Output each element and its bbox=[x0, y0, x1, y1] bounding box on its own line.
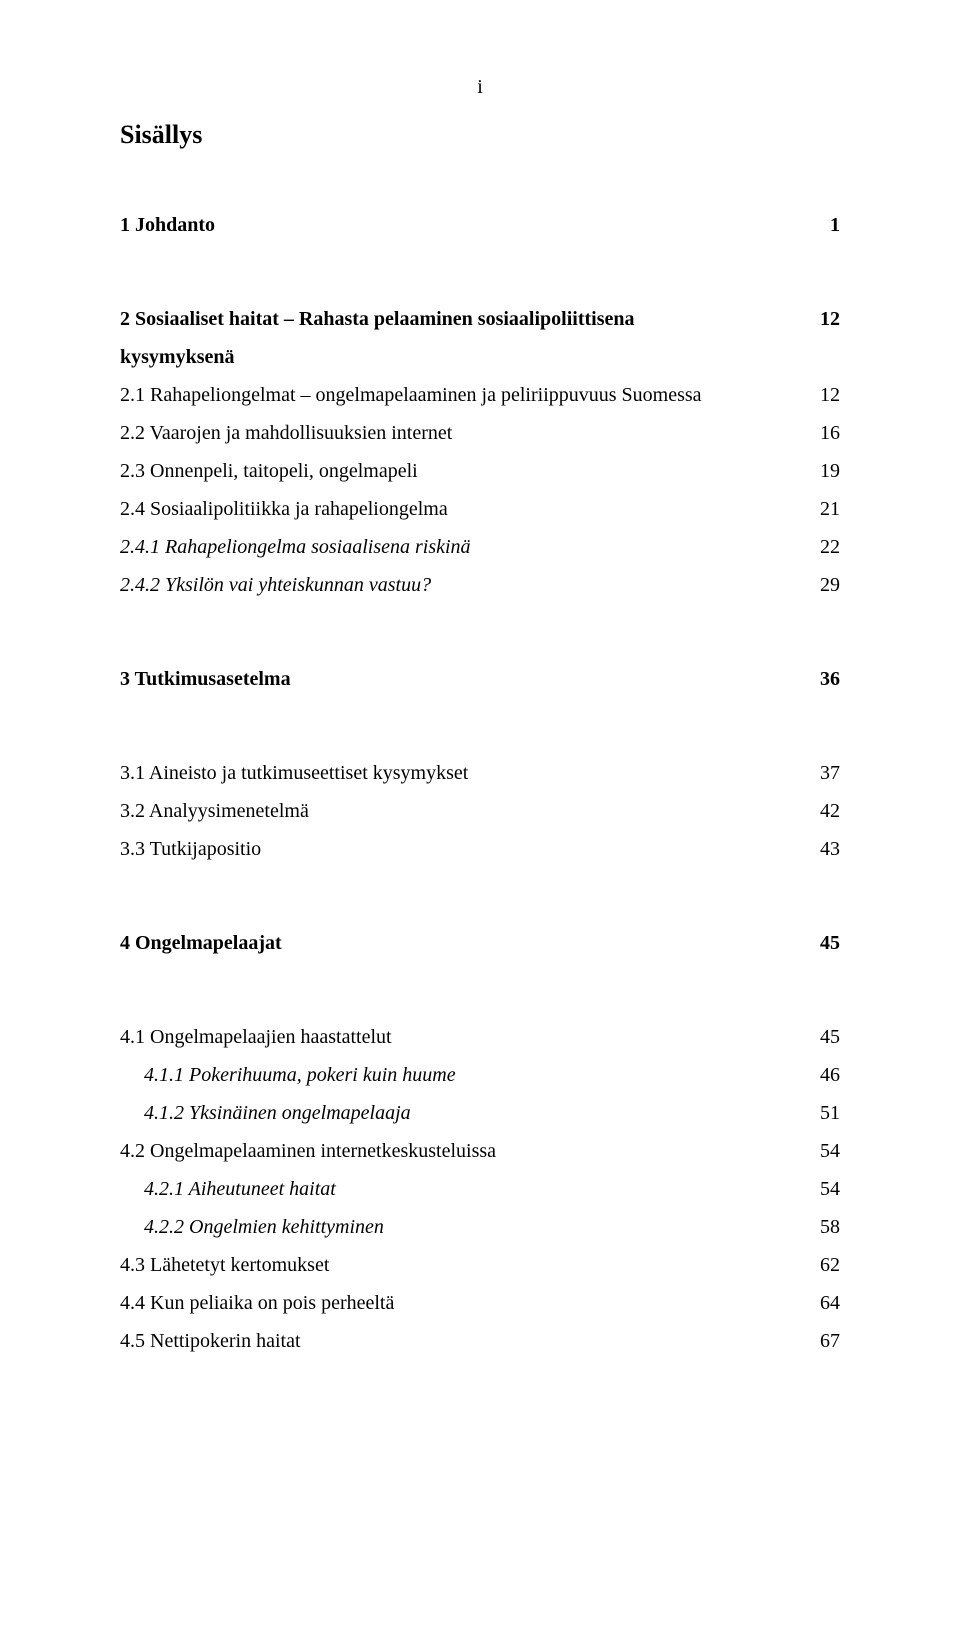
toc-entry-label: 2.4.1 Rahapeliongelma sosiaalisena riski… bbox=[120, 528, 800, 566]
toc-entry: 3 Tutkimusasetelma36 bbox=[120, 660, 840, 698]
toc-entry-page: 19 bbox=[800, 452, 840, 490]
toc-entry-page: 12 bbox=[800, 300, 840, 338]
toc-entry: 2 Sosiaaliset haitat – Rahasta pelaamine… bbox=[120, 300, 840, 376]
toc-entry: 3.3 Tutkijapositio43 bbox=[120, 830, 840, 868]
toc-entry: 2.4.1 Rahapeliongelma sosiaalisena riski… bbox=[120, 528, 840, 566]
toc-list: 1 Johdanto1 2 Sosiaaliset haitat – Rahast… bbox=[120, 206, 840, 1360]
toc-entry-page: 54 bbox=[800, 1170, 840, 1208]
toc-entry-label: 4.1.2 Yksinäinen ongelmapelaaja bbox=[120, 1094, 800, 1132]
toc-entry: 1 Johdanto1 bbox=[120, 206, 840, 244]
toc-entry-label: 4.1 Ongelmapelaajien haastattelut bbox=[120, 1018, 800, 1056]
toc-entry: 4.2.2 Ongelmien kehittyminen58 bbox=[120, 1208, 840, 1246]
toc-entry-page: 54 bbox=[800, 1132, 840, 1170]
toc-entry: 3.1 Aineisto ja tutkimuseettiset kysymyk… bbox=[120, 754, 840, 792]
toc-entry: 4.5 Nettipokerin haitat67 bbox=[120, 1322, 840, 1360]
toc-entry-label: 4.5 Nettipokerin haitat bbox=[120, 1322, 800, 1360]
toc-entry-label: 2.4 Sosiaalipolitiikka ja rahapeliongelm… bbox=[120, 490, 800, 528]
toc-title: Sisällys bbox=[120, 120, 840, 150]
document-page: i Sisällys 1 Johdanto1 2 Sosiaaliset hait… bbox=[0, 0, 960, 1636]
toc-entry: 4.2.1 Aiheutuneet haitat54 bbox=[120, 1170, 840, 1208]
page-marker: i bbox=[477, 76, 483, 99]
toc-entry: 4.2 Ongelmapelaaminen internetkeskustelu… bbox=[120, 1132, 840, 1170]
toc-entry-label: 4.2.2 Ongelmien kehittyminen bbox=[120, 1208, 800, 1246]
toc-entry-page: 43 bbox=[800, 830, 840, 868]
toc-entry-label: 2.4.2 Yksilön vai yhteiskunnan vastuu? bbox=[120, 566, 800, 604]
toc-entry-page: 42 bbox=[800, 792, 840, 830]
toc-entry-page: 37 bbox=[800, 754, 840, 792]
toc-entry: 2.2 Vaarojen ja mahdollisuuksien interne… bbox=[120, 414, 840, 452]
toc-entry-label: 4 Ongelmapelaajat bbox=[120, 924, 800, 962]
toc-entry-label: 4.4 Kun peliaika on pois perheeltä bbox=[120, 1284, 800, 1322]
toc-entry-page: 45 bbox=[800, 1018, 840, 1056]
toc-entry-label: 3.3 Tutkijapositio bbox=[120, 830, 800, 868]
toc-entry: 3.2 Analyysimenetelmä42 bbox=[120, 792, 840, 830]
toc-entry-page: 12 bbox=[800, 376, 840, 414]
toc-entry-label: 2.1 Rahapeliongelmat – ongelmapelaaminen… bbox=[120, 376, 800, 414]
toc-entry: 4.1.2 Yksinäinen ongelmapelaaja51 bbox=[120, 1094, 840, 1132]
toc-entry-label: 3 Tutkimusasetelma bbox=[120, 660, 800, 698]
toc-entry-page: 46 bbox=[800, 1056, 840, 1094]
toc-entry-page: 36 bbox=[800, 660, 840, 698]
toc-entry: 4.3 Lähetetyt kertomukset62 bbox=[120, 1246, 840, 1284]
toc-entry-label: 4.1.1 Pokerihuuma, pokeri kuin huume bbox=[120, 1056, 800, 1094]
toc-entry-page: 51 bbox=[800, 1094, 840, 1132]
toc-entry-page: 29 bbox=[800, 566, 840, 604]
toc-entry-page: 64 bbox=[800, 1284, 840, 1322]
toc-entry: 4.1.1 Pokerihuuma, pokeri kuin huume46 bbox=[120, 1056, 840, 1094]
toc-entry-label: 3.1 Aineisto ja tutkimuseettiset kysymyk… bbox=[120, 754, 800, 792]
toc-entry-page: 21 bbox=[800, 490, 840, 528]
toc-entry: 4.1 Ongelmapelaajien haastattelut45 bbox=[120, 1018, 840, 1056]
toc-entry-page: 62 bbox=[800, 1246, 840, 1284]
toc-entry: 4 Ongelmapelaajat45 bbox=[120, 924, 840, 962]
toc-entry: 4.4 Kun peliaika on pois perheeltä64 bbox=[120, 1284, 840, 1322]
toc-entry: 2.4 Sosiaalipolitiikka ja rahapeliongelm… bbox=[120, 490, 840, 528]
toc-entry: 2.1 Rahapeliongelmat – ongelmapelaaminen… bbox=[120, 376, 840, 414]
toc-entry-page: 22 bbox=[800, 528, 840, 566]
toc-entry: 2.4.2 Yksilön vai yhteiskunnan vastuu?29 bbox=[120, 566, 840, 604]
toc-entry-label: 2 Sosiaaliset haitat – Rahasta pelaamine… bbox=[120, 300, 680, 376]
toc-entry-label: 2.2 Vaarojen ja mahdollisuuksien interne… bbox=[120, 414, 800, 452]
toc-entry-page: 16 bbox=[800, 414, 840, 452]
toc-entry-label: 4.2 Ongelmapelaaminen internetkeskustelu… bbox=[120, 1132, 800, 1170]
toc-entry: 2.3 Onnenpeli, taitopeli, ongelmapeli19 bbox=[120, 452, 840, 490]
toc-entry-page: 1 bbox=[800, 206, 840, 244]
toc-entry-page: 58 bbox=[800, 1208, 840, 1246]
toc-entry-label: 4.2.1 Aiheutuneet haitat bbox=[120, 1170, 800, 1208]
toc-entry-label: 2.3 Onnenpeli, taitopeli, ongelmapeli bbox=[120, 452, 800, 490]
toc-entry-page: 67 bbox=[800, 1322, 840, 1360]
toc-entry-page: 45 bbox=[800, 924, 840, 962]
toc-entry-label: 3.2 Analyysimenetelmä bbox=[120, 792, 800, 830]
toc-entry-label: 1 Johdanto bbox=[120, 206, 800, 244]
toc-entry-label: 4.3 Lähetetyt kertomukset bbox=[120, 1246, 800, 1284]
